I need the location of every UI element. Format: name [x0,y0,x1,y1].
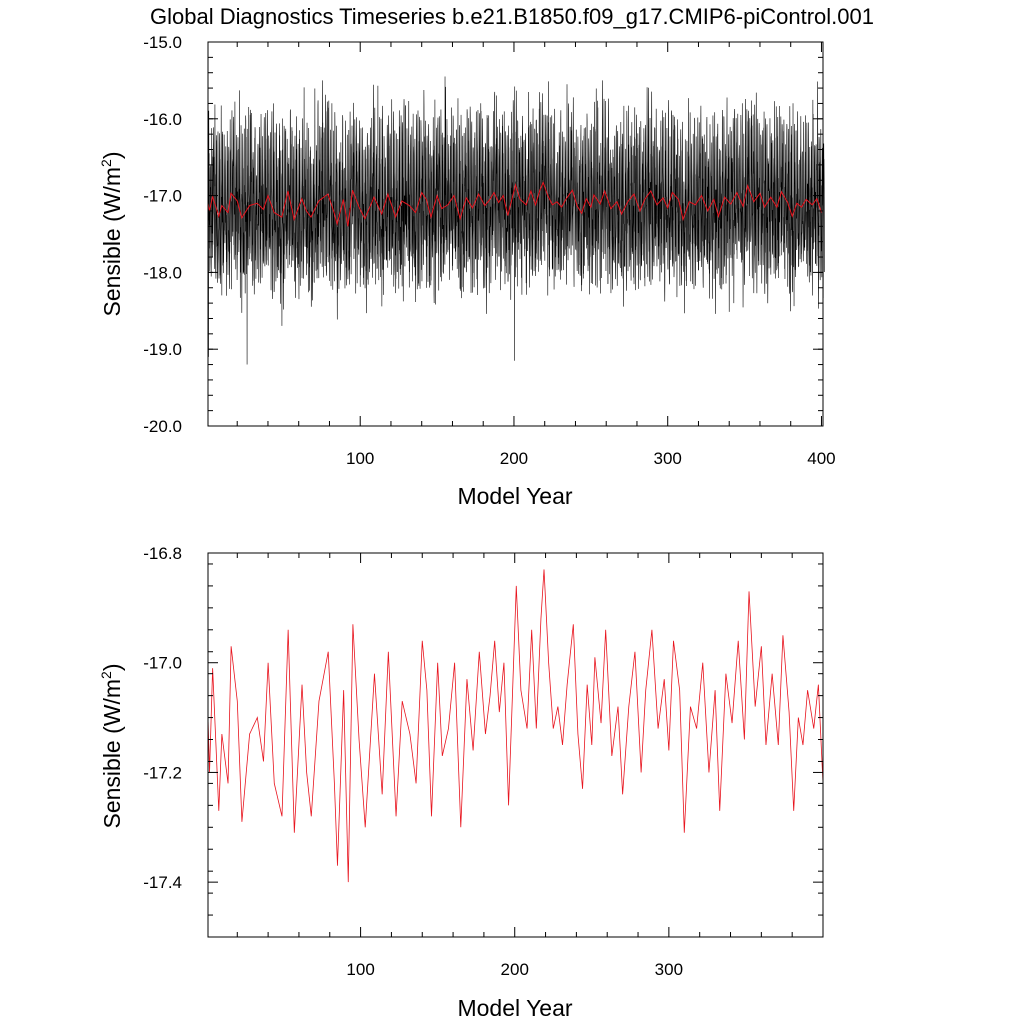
chart-annual-series [207,569,824,883]
annual-mean-series-line [207,569,824,883]
chart-monthly-y-tick-label: -17.0 [143,187,182,206]
chart-annual-y-axis-label-sup: 2 [98,671,114,679]
chart-monthly-y-tick-label: -18.0 [143,263,182,282]
chart-monthly-x-tick-label: 400 [807,449,835,468]
chart-monthly-x-tick-label: 100 [346,449,374,468]
chart-annual-y-tick-label: -17.2 [143,763,182,782]
chart-annual-x-tick-label: 300 [655,960,683,979]
chart-annual: -17.4 -17.2 -17.0 -16.8 100 200 300 Model Year… [98,544,824,1021]
chart-annual-plot-frame [207,552,824,938]
chart-annual-y-axis-label-close: ) [99,663,125,671]
chart-monthly-y-tick-label: -16.0 [143,110,182,129]
annual-mean-overlay-line [207,181,822,227]
chart-monthly-plot-frame [207,41,824,427]
monthly-mean-series-line [207,76,825,365]
chart-annual-axes: -17.4 -17.2 -17.0 -16.8 100 200 300 [143,544,823,979]
chart-monthly-y-axis-label: Sensible (W/m2) [98,151,125,316]
chart-monthly-y-axis-label-sup: 2 [98,159,114,167]
chart-monthly-y-tick-label: -19.0 [143,340,182,359]
chart-monthly-y-tick-label: -20.0 [143,417,182,436]
chart-monthly-x-axis-label: Model Year [457,483,572,509]
chart-annual-y-tick-label: -16.8 [143,544,182,563]
figure-title: Global Diagnostics Timeseries b.e21.B185… [150,4,874,29]
chart-monthly-x-tick-label: 300 [654,449,682,468]
chart-monthly-axes: -20.0 -19.0 -18.0 -17.0 -16.0 -15.0 100 200 300 4… [143,33,835,468]
chart-annual-x-tick-label: 100 [346,960,374,979]
chart-annual-x-tick-label: 200 [501,960,529,979]
chart-monthly-x-tick-label: 200 [500,449,528,468]
chart-annual-x-axis-label: Model Year [457,995,572,1021]
chart-annual-y-tick-label: -17.4 [143,873,182,892]
chart-annual-y-tick-label: -17.0 [143,654,182,673]
chart-annual-y-axis-label: Sensible (W/m2) [98,663,125,828]
chart-monthly-y-axis-label-close: ) [99,151,125,159]
chart-monthly-y-axis-label-main: Sensible (W/m [99,167,125,317]
chart-monthly: -20.0 -19.0 -18.0 -17.0 -16.0 -15.0 100 200 300 4… [98,33,836,509]
chart-annual-y-axis-label-main: Sensible (W/m [99,679,125,829]
chart-monthly-series [207,76,825,365]
chart-monthly-y-tick-label: -15.0 [143,33,182,52]
